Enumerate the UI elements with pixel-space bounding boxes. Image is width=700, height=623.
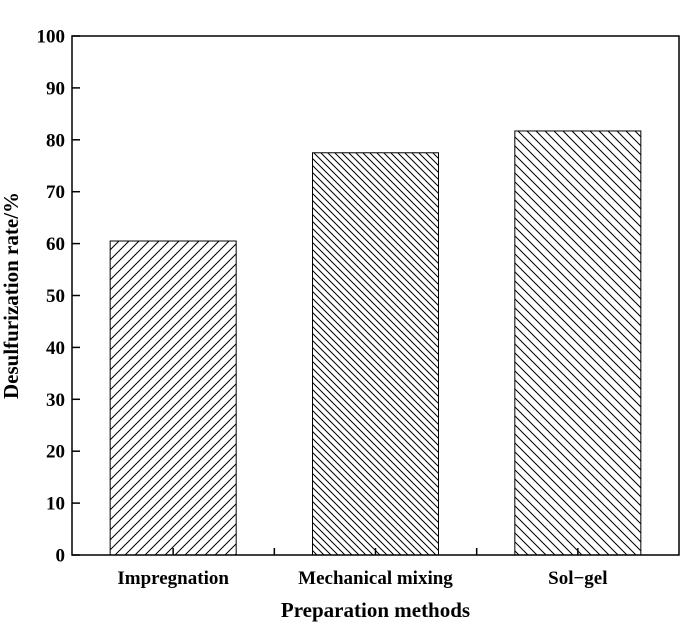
y-tick-label: 70 bbox=[46, 182, 65, 203]
x-category-label: Impregnation bbox=[117, 568, 229, 589]
y-tick-label: 40 bbox=[46, 338, 65, 359]
y-tick-label: 20 bbox=[46, 442, 65, 463]
y-tick-label: 80 bbox=[46, 130, 65, 151]
y-tick-label: 100 bbox=[37, 27, 66, 48]
y-axis-title: Desulfurization rate/% bbox=[0, 192, 23, 399]
y-tick-label: 90 bbox=[46, 78, 65, 99]
bar-1 bbox=[109, 240, 237, 556]
bar-3 bbox=[514, 130, 642, 556]
y-tick-label: 30 bbox=[46, 390, 65, 411]
y-tick-label: 50 bbox=[46, 286, 65, 307]
y-tick-label: 0 bbox=[56, 546, 66, 567]
y-axis: 0 10 20 30 40 50 60 70 80 90 100 bbox=[37, 27, 80, 567]
x-axis: Impregnation Mechanical mixing Sol−gel bbox=[117, 548, 608, 589]
x-axis-title: Preparation methods bbox=[281, 598, 470, 622]
bars-layer bbox=[109, 130, 642, 556]
x-category-label: Sol−gel bbox=[548, 568, 607, 589]
y-tick-label: 10 bbox=[46, 494, 65, 515]
bar-2 bbox=[312, 152, 439, 556]
x-category-label: Mechanical mixing bbox=[298, 568, 453, 589]
y-tick-label: 60 bbox=[46, 234, 65, 255]
